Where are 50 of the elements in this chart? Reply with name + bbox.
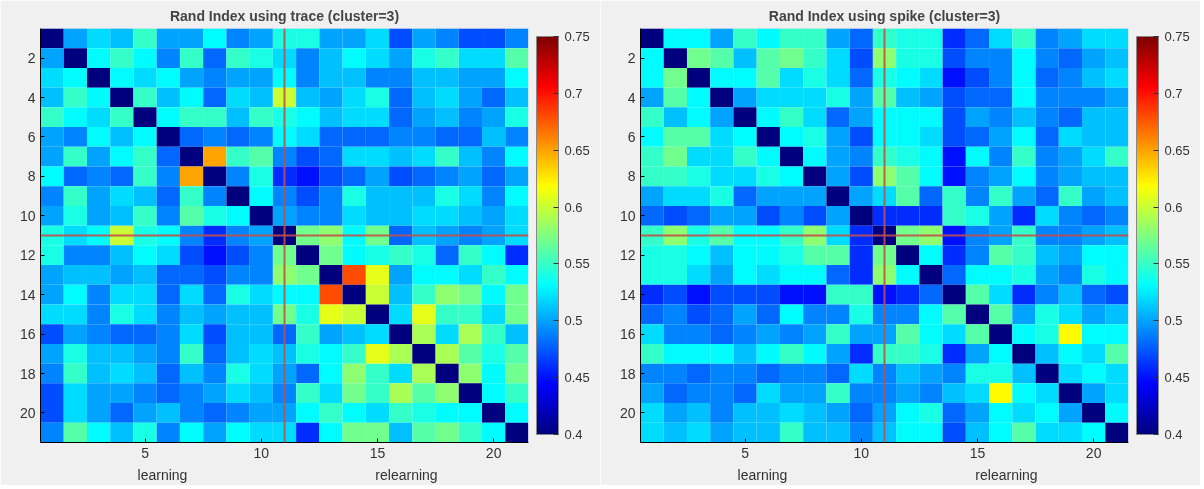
y-tick-label: 4: [627, 89, 636, 106]
y-tick-label: 10: [619, 207, 636, 224]
y-tick-label: 20: [19, 404, 36, 421]
y-tick-label: 8: [627, 168, 636, 185]
y-tick-label: 2: [27, 50, 36, 67]
x-tick-label: 15: [969, 444, 986, 461]
y-tick-label: 12: [19, 247, 36, 264]
color-bar-label: 0.4: [1164, 427, 1183, 442]
y-tick-label: 16: [19, 326, 36, 343]
y-tick-label: 18: [19, 365, 36, 382]
y-tick-label: 6: [627, 128, 636, 145]
x-tick-label: 5: [741, 444, 750, 461]
y-tick-label: 12: [619, 247, 636, 264]
color-bar-label: 0.5: [564, 313, 583, 329]
text: relearning: [975, 466, 1038, 483]
y-tick-label: 4: [27, 89, 36, 106]
color-bar-label: 0.45: [564, 370, 590, 386]
y-tick-label: 14: [19, 286, 36, 303]
x-tick-label: 10: [253, 444, 270, 461]
chart-title: Rand Index using spike (cluster=3): [768, 7, 1001, 24]
y-tick-label: 8: [27, 168, 36, 185]
color-bar-label: 0.6: [564, 199, 583, 215]
x-tick-label: 15: [369, 444, 386, 461]
color-bar-label: 0.4: [564, 427, 583, 442]
y-tick-label: 6: [27, 128, 36, 145]
color-bar-label: 0.45: [1164, 370, 1190, 386]
y-tick-label: 20: [619, 404, 636, 421]
x-tick-label: 5: [141, 444, 150, 461]
y-tick-label: 16: [619, 326, 636, 343]
color-bar-label: 0.6: [1164, 199, 1183, 215]
y-tick-label: 2: [627, 50, 636, 67]
x-tick-label: 10: [853, 444, 870, 461]
color-bar-label: 0.75: [564, 29, 590, 44]
y-tick-label: 18: [619, 365, 636, 382]
x-tick-label: 20: [485, 444, 502, 461]
color-bar-label: 0.65: [1164, 142, 1190, 158]
color-bar-label: 0.55: [1164, 256, 1190, 272]
color-bar-label: 0.7: [1164, 85, 1183, 101]
color-bar-label: 0.5: [1164, 313, 1183, 329]
chart-title: Rand Index using trace (cluster=3): [169, 7, 400, 24]
text: relearning: [375, 466, 438, 483]
color-bar-label: 0.75: [1164, 29, 1190, 44]
color-bar-label: 0.55: [564, 256, 590, 272]
x-tick-label: 20: [1085, 444, 1102, 461]
y-tick-label: 14: [619, 286, 636, 303]
text: learning: [737, 466, 788, 483]
y-tick-label: 10: [19, 207, 36, 224]
color-bar-label: 0.65: [564, 142, 590, 158]
color-bar-label: 0.7: [564, 85, 583, 101]
text: learning: [137, 466, 188, 483]
